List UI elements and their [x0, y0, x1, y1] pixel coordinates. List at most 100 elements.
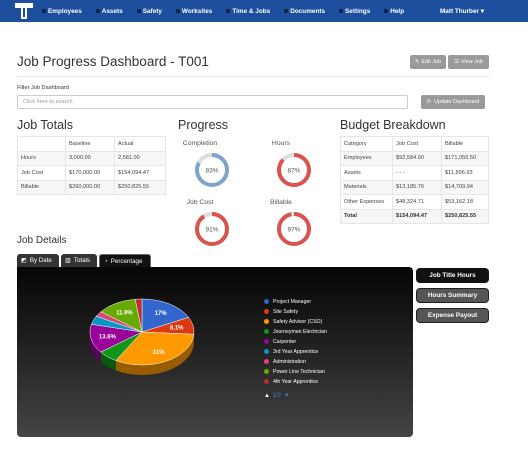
legend-pager[interactable]: ▲ 1/2 ▼	[264, 393, 290, 399]
bar-chart-icon: ▥	[65, 257, 71, 264]
budget-breakdown-heading: Budget Breakdown	[340, 118, 446, 132]
progress-gauge-completion: 83%	[195, 153, 229, 187]
job-title-hours-button[interactable]: Job Title Hours	[416, 268, 489, 283]
legend-swatch	[264, 379, 269, 384]
pie-data-label: 13.6%	[99, 335, 117, 341]
budget-cell: $11,896.93	[441, 165, 489, 181]
legend-swatch	[264, 339, 269, 344]
budget-table: Category Job Cost Billable Employees $92,584…	[340, 136, 489, 224]
legend-swatch	[264, 329, 269, 334]
pie-data-label: 11.9%	[116, 311, 133, 317]
filter-label: Filter Job Dashboard	[17, 85, 69, 91]
budget-cell: $48,324.71	[392, 194, 442, 210]
edit-icon: ✎	[414, 59, 420, 65]
legend-item[interactable]: Administration	[264, 358, 306, 365]
nav-item-assets[interactable]: Assets	[95, 8, 123, 15]
budget-cell: Other Expenses	[340, 194, 393, 210]
budget-column-header: Billable	[441, 136, 489, 152]
legend-item[interactable]: 3rd Year Apprentice	[264, 348, 318, 355]
nav-item-documents[interactable]: Documents	[284, 8, 325, 15]
nav-item-safety[interactable]: Safety	[136, 8, 162, 15]
pie-slice-safety-advisor-cso-[interactable]	[115, 331, 195, 366]
pie-slice-4th-year-apprentice[interactable]	[134, 298, 143, 333]
legend-item[interactable]: Power Line Technician	[264, 368, 325, 375]
legend-item[interactable]: Site Safety	[264, 308, 298, 315]
update-dashboard-button[interactable]: ⟳ Update Dashboard	[421, 95, 485, 109]
edit-job-button[interactable]: ✎ Edit Job	[410, 55, 446, 69]
pie-slice-project-manager[interactable]	[141, 298, 190, 333]
pie-chart: 17% 8.1% 31% 13.6% 11.9%	[89, 298, 195, 375]
tab-percentage[interactable]: ◔ Percentage	[99, 254, 151, 267]
nav-item-help[interactable]: Help	[384, 8, 404, 15]
user-menu[interactable]: Matt Thurber ▾	[439, 8, 484, 15]
progress-gauge-job-cost: 91%	[195, 212, 229, 246]
pie-slice-side	[90, 332, 101, 363]
nav-item-time-jobs[interactable]: Time & Jobs	[226, 8, 270, 15]
progress-label-completion: Completion	[182, 140, 218, 147]
legend-item[interactable]: Safety Advisor (CSO)	[264, 318, 322, 325]
file-icon	[284, 9, 289, 13]
job-totals-cell: $260,000.00	[65, 179, 115, 195]
legend-swatch	[264, 299, 269, 304]
legend-label: Journeyman Electrician	[273, 328, 327, 335]
legend-label: Project Manager	[273, 298, 312, 305]
job-totals-row: Job Cost $170,000.00 $154,094.47	[17, 165, 166, 181]
job-totals-cell: Job Cost	[17, 165, 66, 181]
budget-row: Total $154,094.47 $250,825.55	[340, 208, 489, 224]
budget-cell: Assets	[340, 165, 393, 181]
users-icon	[42, 9, 46, 13]
legend-swatch	[264, 309, 269, 314]
legend-label: 4th Year Apprentice	[273, 378, 318, 385]
gauge-value-label: 97%	[287, 227, 300, 234]
budget-column-header: Job Cost	[392, 136, 442, 152]
legend-item[interactable]: Project Manager	[264, 298, 311, 305]
map-icon	[175, 9, 180, 13]
job-totals-column-header: Baseline	[65, 136, 115, 152]
legend-item[interactable]: Carpenter	[264, 338, 296, 345]
legend-label: 3rd Year Apprentice	[273, 348, 319, 355]
expense-payout-button[interactable]: Expense Payout	[416, 308, 489, 323]
legend-item[interactable]: Journeyman Electrician	[264, 328, 327, 335]
budget-cell: $154,094.47	[392, 208, 442, 224]
budget-cell: $13,185.76	[392, 179, 442, 195]
job-totals-cell: 2,581.00	[114, 150, 166, 166]
tab-by-date[interactable]: ◩ By Date	[17, 254, 59, 267]
hours-summary-button[interactable]: Hours Summary	[416, 288, 489, 303]
nav-item-worksites[interactable]: Worksites	[175, 8, 212, 15]
legend-item[interactable]: 4th Year Apprentice	[264, 378, 318, 385]
legend-swatch	[264, 369, 269, 374]
legend-label: Site Safety	[273, 308, 299, 315]
pager-up-icon[interactable]: ▲	[264, 393, 270, 399]
budget-row: Materials $13,185.76 $14,709.94	[340, 179, 489, 195]
job-totals-cell: $250,825.55	[114, 179, 166, 195]
company-logo[interactable]	[14, 2, 34, 20]
page-title: Job Progress Dashboard - T001	[17, 54, 209, 69]
list-icon: ☰	[454, 59, 460, 65]
budget-row: Assets - - - $11,896.93	[340, 165, 489, 181]
gauge-fill	[195, 153, 229, 187]
tab-totals[interactable]: ▥ Totals	[61, 254, 97, 267]
gauge-fill	[195, 212, 229, 246]
legend-swatch	[264, 319, 269, 324]
budget-row: Employees $92,584.00 $171,056.50	[340, 150, 489, 166]
job-totals-column-header	[17, 136, 66, 152]
nav-item-employees[interactable]: Employees	[42, 8, 82, 15]
job-totals-row: Billable $260,000.00 $250,825.55	[17, 179, 166, 195]
pager-down-icon[interactable]: ▼	[283, 393, 290, 399]
job-totals-cell: $154,094.47	[114, 165, 166, 181]
budget-cell: Materials	[340, 179, 393, 195]
refresh-icon: ⟳	[426, 99, 432, 105]
nav-item-settings[interactable]: Settings	[339, 8, 370, 15]
help-icon	[384, 9, 389, 13]
progress-gauge-billable: 97%	[277, 212, 311, 246]
gauge-fill	[277, 212, 311, 246]
progress-gauge-hours: 87%	[277, 153, 311, 187]
budget-row: Other Expenses $48,324.71 $53,162.18	[340, 194, 489, 210]
progress-label-hours: Hours	[271, 140, 291, 147]
view-job-button[interactable]: ☰ View Job	[448, 55, 489, 69]
shield-icon	[136, 9, 141, 13]
job-totals-column-header: Actual	[114, 136, 166, 152]
search-input[interactable]	[17, 95, 408, 109]
budget-header-row: Category Job Cost Billable	[340, 136, 489, 152]
job-totals-table: Baseline Actual Hours 3,000.00 2,581.00 Job C…	[17, 136, 166, 195]
